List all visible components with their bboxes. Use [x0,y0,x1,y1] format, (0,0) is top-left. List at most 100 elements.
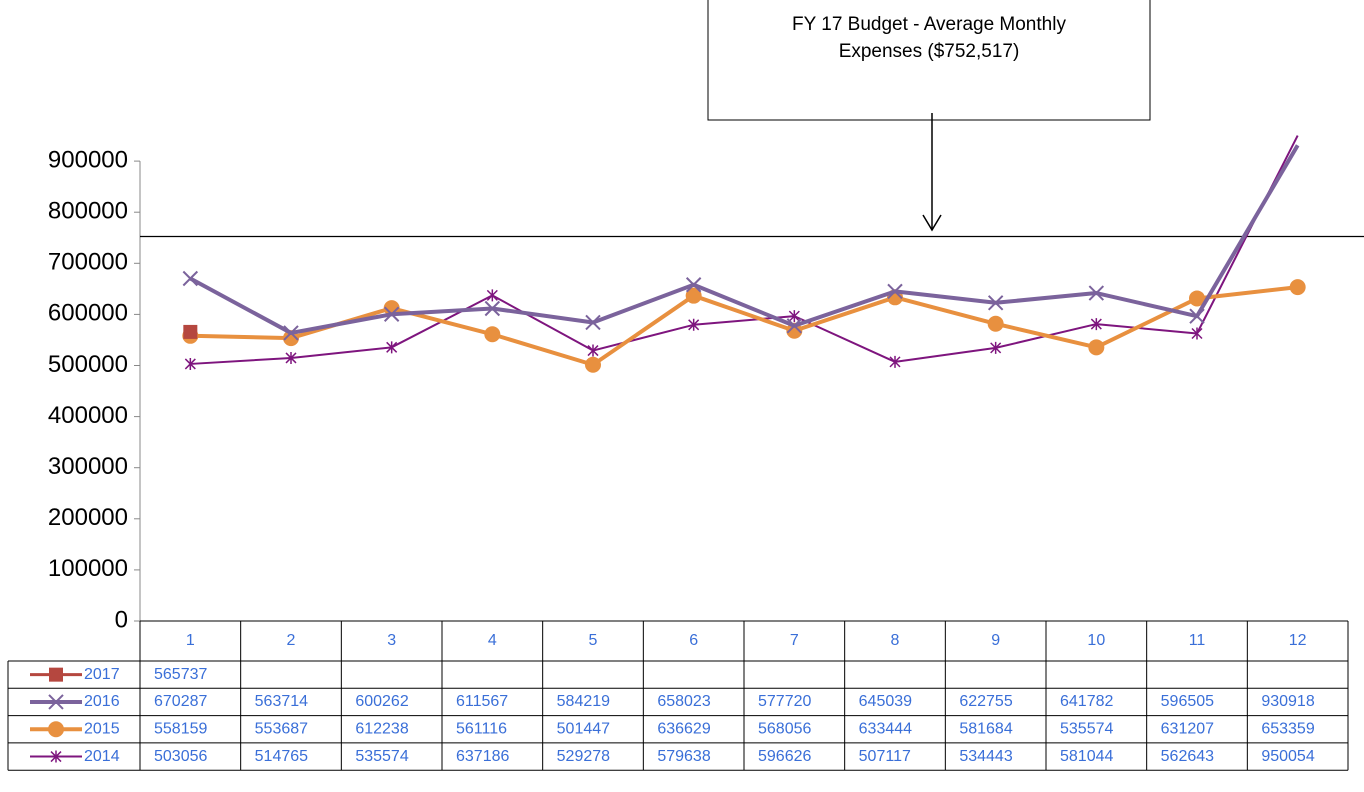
table-value: 653359 [1261,720,1314,737]
marker [383,306,400,322]
y-tick-label: 500000 [48,351,128,378]
x-tick-label: 7 [790,632,799,649]
marker [887,283,903,300]
marker [1191,327,1203,340]
table-value: 622755 [959,693,1012,710]
marker [585,356,601,373]
table-value: 579638 [657,748,710,765]
x-tick-label: 12 [1289,632,1307,649]
table-value: 641782 [1060,693,1113,710]
table-value: 930918 [1261,693,1314,710]
marker [990,341,1002,354]
marker [283,325,299,341]
table-value: 562643 [1161,748,1214,765]
table-value: 563714 [255,693,308,710]
marker [585,314,601,331]
legend-marker [48,721,64,738]
marker [987,295,1004,311]
table-value: 950054 [1261,748,1314,765]
x-tick-label: 5 [589,632,598,649]
legend-marker [49,667,63,682]
table-value: 568056 [758,720,811,737]
x-tick-label: 10 [1087,632,1105,649]
y-tick-label: 100000 [48,555,128,582]
marker [486,289,498,302]
marker [685,277,702,293]
table-value: 507117 [859,748,911,765]
table-value: 535574 [355,748,408,765]
table-value: 534443 [959,748,1012,765]
marker [1289,279,1306,296]
table-value: 611567 [456,693,508,710]
table-value: 577720 [758,693,811,710]
series-line [190,285,1298,367]
table-value: 553687 [255,720,308,737]
table-value: 670287 [154,693,207,710]
table-value: 636629 [657,720,710,737]
legend-label: 2015 [84,720,120,737]
marker [788,310,800,323]
table-value: 535574 [1060,720,1113,737]
series-line [190,135,1299,365]
table-value: 584219 [557,693,610,710]
legend-marker [50,750,62,763]
annotation-box [707,0,1151,121]
marker [484,326,501,343]
annotation-text: FY 17 Budget - Average Monthly [792,14,1066,35]
table-value: 565737 [154,666,207,683]
marker [183,324,198,339]
marker [685,287,702,304]
x-tick-label: 2 [287,632,296,649]
legend-label: 2016 [84,693,120,710]
marker [1189,290,1205,307]
y-tick-label: 800000 [48,198,128,225]
table-value: 658023 [657,693,710,710]
y-tick-label: 200000 [48,504,128,531]
table-value: 633444 [859,720,912,737]
marker [786,318,803,334]
table-value: 514765 [255,748,308,765]
table-value: 581684 [959,720,1012,737]
table-value: 596626 [758,748,811,765]
marker [987,315,1004,332]
marker [786,322,803,339]
table-value: 600262 [355,693,408,710]
x-tick-label: 4 [488,632,497,649]
table-value: 558159 [154,720,207,737]
y-tick-label: 300000 [48,453,128,480]
marker [484,300,501,317]
x-tick-label: 11 [1189,632,1206,649]
x-tick-label: 3 [387,632,396,649]
table-value: 612238 [355,720,408,737]
annotation-arrowhead [922,214,942,232]
table-value: 501447 [557,720,610,737]
annotation-text: Expenses ($752,517) [839,41,1020,62]
marker [386,341,398,354]
marker [1088,339,1105,356]
marker [182,270,199,287]
table-value: 645039 [859,693,912,710]
legend-marker [48,694,64,710]
x-tick-label: 1 [186,632,195,649]
table-value: 637186 [456,748,509,765]
table-value: 631207 [1161,720,1214,737]
marker [688,318,700,331]
x-tick-label: 8 [891,632,900,649]
marker [1088,285,1105,301]
marker [1090,318,1102,331]
x-tick-label: 9 [991,632,1000,649]
table-value: 581044 [1060,748,1113,765]
legend-label: 2017 [84,666,120,683]
table-value: 529278 [557,748,610,765]
y-tick-label: 600000 [48,300,128,327]
marker [285,351,297,364]
y-tick-label: 900000 [48,146,128,173]
y-tick-label: 400000 [48,402,128,429]
marker [889,355,901,368]
table-value: 561116 [456,720,507,737]
table-value: 503056 [154,748,207,765]
legend-label: 2014 [84,748,120,765]
marker [184,357,196,370]
table-value: 596505 [1161,693,1214,710]
